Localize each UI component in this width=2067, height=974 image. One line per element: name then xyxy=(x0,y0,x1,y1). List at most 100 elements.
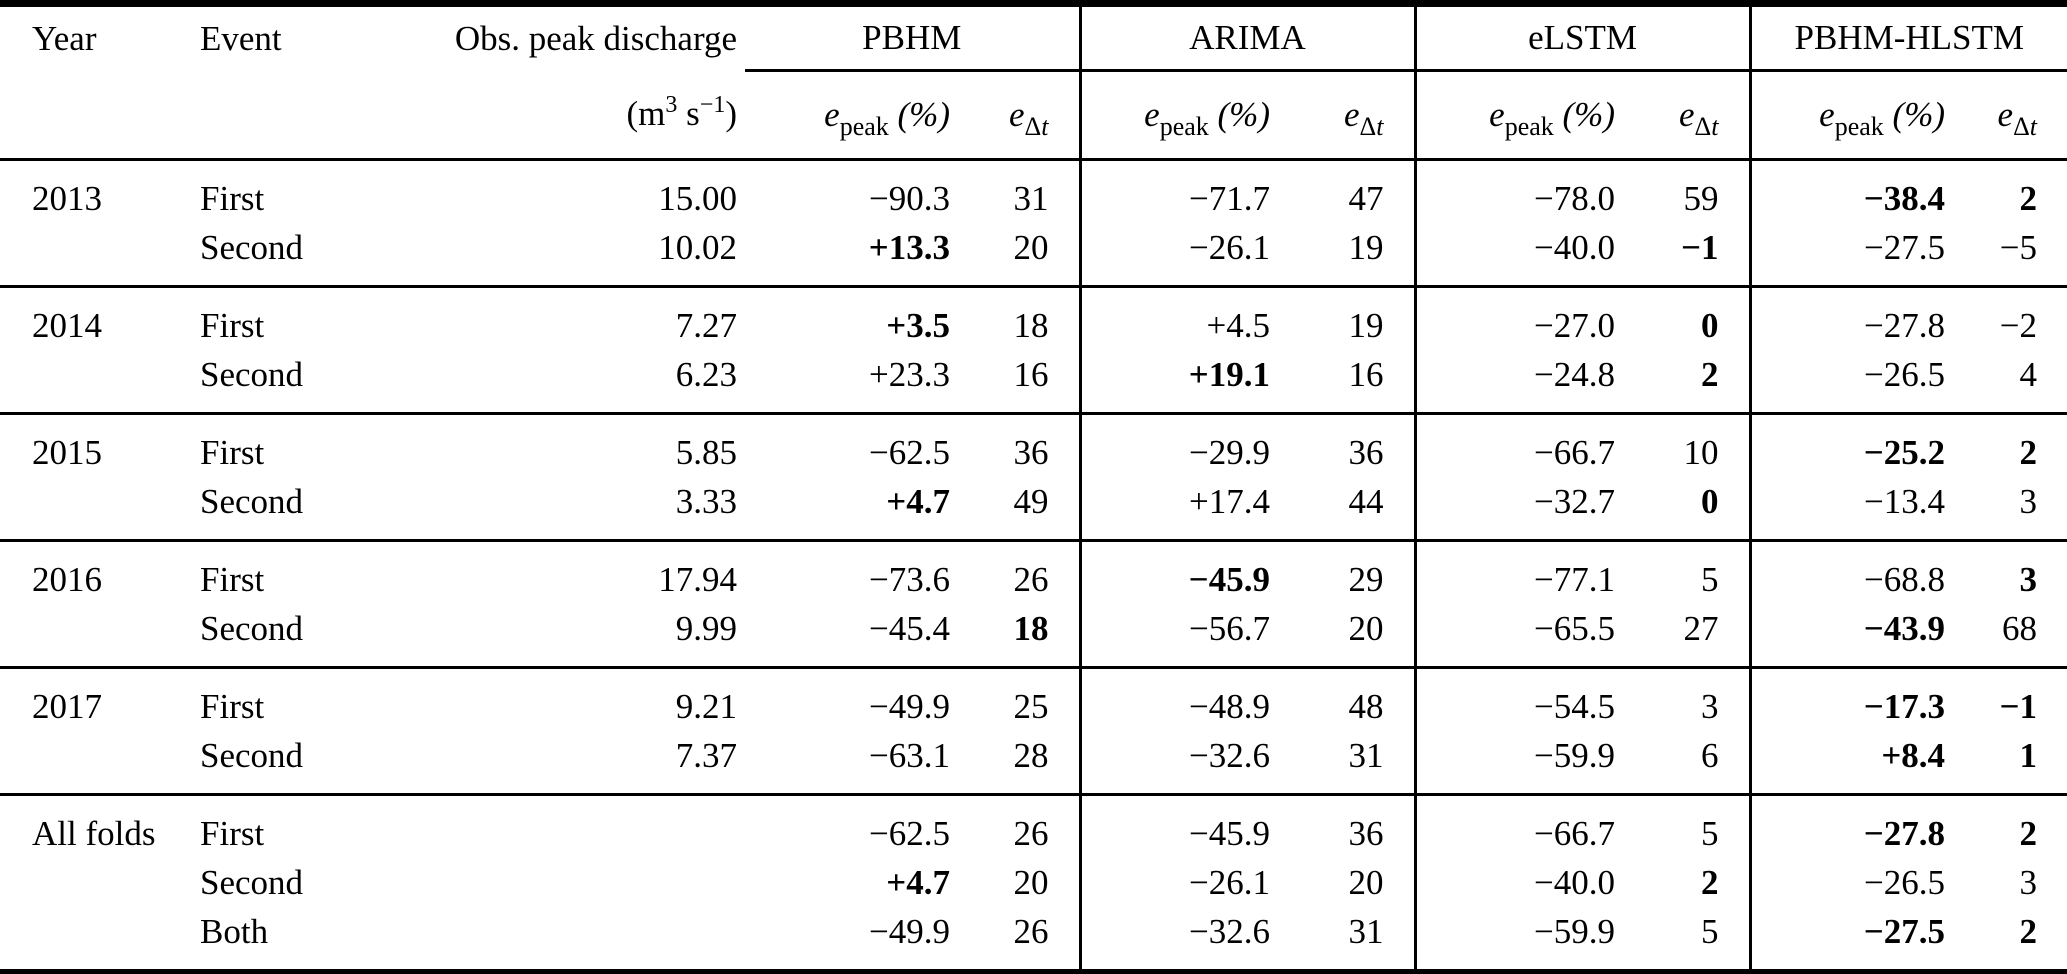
edt-cell: 10 xyxy=(1615,412,1751,477)
event-cell: First xyxy=(200,793,365,858)
edt-cell: 3 xyxy=(2019,481,2038,521)
epeak-subscript: peak xyxy=(1159,112,1209,141)
table-row: Both −49.9 26 −32.6 31 −59.9 5 −27.5 2 xyxy=(0,907,2067,972)
epeak-cell: −66.7 xyxy=(1413,412,1615,477)
edt-cell: 28 xyxy=(1013,735,1049,775)
edt-subscript: Δt xyxy=(1695,112,1719,141)
delta-glyph: Δ xyxy=(1694,112,1712,141)
epeak-symbol: e xyxy=(1144,95,1160,134)
epeak-column-label: epeak (%) xyxy=(1078,70,1270,161)
table-row: Second 7.37 −63.1 28 −32.6 31 −59.9 6 +8.4 1 xyxy=(0,731,2067,795)
epeak-cell: −65.5 xyxy=(1413,604,1615,668)
epeak-cell: −32.6 xyxy=(1078,907,1270,972)
t-glyph: t xyxy=(1041,112,1049,141)
edt-cell: 2 xyxy=(1945,412,2067,477)
edt-cell: 26 xyxy=(950,539,1080,604)
epeak-cell: −32.6 xyxy=(1078,731,1270,795)
table-row: Second +4.7 20 −26.1 20 −40.0 2 −26.5 3 xyxy=(0,858,2067,907)
epeak-cell: −59.9 xyxy=(1413,731,1615,795)
event-cell: First xyxy=(200,666,365,731)
model-header-pbhm: PBHM xyxy=(745,3,1080,72)
empty-header-cell xyxy=(200,70,365,161)
year-cell xyxy=(0,477,200,541)
epeak-cell: −66.7 xyxy=(1413,793,1615,858)
edt-cell: 2 xyxy=(1701,354,1719,394)
table-row: Second 3.33 +4.7 49 +17.4 44 −32.7 0 −13.4 3 xyxy=(0,477,2067,541)
delta-glyph: Δ xyxy=(1024,112,1042,141)
event-cell: Second xyxy=(200,608,304,648)
edt-cell: 36 xyxy=(1270,793,1415,858)
epeak-column-label: epeak (%) xyxy=(1413,70,1615,161)
edt-symbol: e xyxy=(1008,95,1025,134)
unit-text: (m xyxy=(626,94,666,134)
table-row: 2016 First 17.94 −73.6 26 −45.9 29 −77.1 5 −68.8 3 xyxy=(0,539,2067,604)
epeak-column-label: epeak (%) xyxy=(745,70,950,161)
unit-sup: −1 xyxy=(699,92,726,119)
event-cell: First xyxy=(200,285,365,350)
epeak-cell: +23.3 xyxy=(869,354,950,394)
table-row: 2015 First 5.85 −62.5 36 −29.9 36 −66.7 10 −25.2 2 xyxy=(0,412,2067,477)
epeak-cell: −27.8 xyxy=(1748,793,1946,858)
year-group: All folds First −62.5 26 −45.9 36 −66.7 5 −27.8 2… xyxy=(0,793,2067,972)
edt-cell: 27 xyxy=(1683,608,1719,648)
epeak-cell: −26.5 xyxy=(1748,350,1946,414)
column-header-discharge: Obs. peak discharge xyxy=(454,18,737,58)
edt-symbol: e xyxy=(1679,95,1695,134)
edt-cell: 19 xyxy=(1270,285,1415,350)
epeak-symbol: e xyxy=(1819,95,1835,134)
table-row: 2017 First 9.21 −49.9 25 −48.9 48 −54.5 3 −17.3 −1 xyxy=(0,666,2067,731)
epeak-cell: −17.3 xyxy=(1748,666,1946,731)
edt-cell: 4 xyxy=(2019,354,2038,394)
year-cell: All folds xyxy=(0,793,200,858)
epeak-cell: −45.9 xyxy=(1078,539,1270,604)
edt-cell: 20 xyxy=(1348,862,1384,902)
epeak-cell: −40.0 xyxy=(1413,858,1615,907)
edt-cell: 18 xyxy=(1013,608,1049,648)
discharge-cell: 7.27 xyxy=(365,285,745,350)
edt-cell: 2 xyxy=(2019,911,2038,951)
edt-cell: −1 xyxy=(1945,666,2067,731)
edt-cell: 26 xyxy=(1013,911,1049,951)
edt-cell: 36 xyxy=(1270,412,1415,477)
epeak-cell: −59.9 xyxy=(1413,907,1615,972)
edt-cell: 2 xyxy=(1945,158,2067,223)
delta-glyph: Δ xyxy=(2013,112,2030,141)
epeak-cell: +17.4 xyxy=(1078,477,1270,541)
year-cell: 2017 xyxy=(0,666,200,731)
edt-cell: 2 xyxy=(1701,862,1719,902)
discharge-cell: 7.37 xyxy=(675,735,737,775)
epeak-cell: −73.6 xyxy=(745,539,950,604)
edt-cell: 0 xyxy=(1701,481,1719,521)
discharge-cell xyxy=(365,907,745,972)
epeak-cell: −78.0 xyxy=(1413,158,1615,223)
edt-cell: 19 xyxy=(1348,227,1384,267)
epeak-cell: −48.9 xyxy=(1078,666,1270,731)
edt-cell: 36 xyxy=(950,412,1080,477)
epeak-cell: +3.5 xyxy=(745,285,950,350)
edt-cell: 3 xyxy=(1615,666,1751,731)
edt-cell: −1 xyxy=(1681,227,1719,267)
year-group: 2014 First 7.27 +3.5 18 +4.5 19 −27.0 0 −27.8 −2 Se… xyxy=(0,285,2067,414)
table-row: 2014 First 7.27 +3.5 18 +4.5 19 −27.0 0 −27.8 −2 xyxy=(0,285,2067,350)
year-cell: 2016 xyxy=(0,539,200,604)
event-cell: First xyxy=(200,412,365,477)
edt-cell: 5 xyxy=(1615,539,1751,604)
epeak-cell: +4.7 xyxy=(886,481,950,521)
edt-cell: 20 xyxy=(1013,862,1049,902)
year-group: 2015 First 5.85 −62.5 36 −29.9 36 −66.7 10 −25.2 2… xyxy=(0,412,2067,541)
edt-symbol: e xyxy=(1343,95,1360,134)
event-cell: First xyxy=(200,158,365,223)
epeak-cell: −43.9 xyxy=(1748,604,1946,668)
epeak-cell: −32.7 xyxy=(1413,477,1615,541)
model-header-elstm: eLSTM xyxy=(1413,3,1751,72)
epeak-subscript: peak xyxy=(839,112,889,141)
edt-cell: −5 xyxy=(1999,227,2038,267)
edt-cell: 5 xyxy=(1615,793,1751,858)
epeak-cell: −27.5 xyxy=(1748,223,1946,287)
model-header-arima: ARIMA xyxy=(1078,3,1415,72)
epeak-cell: −25.2 xyxy=(1748,412,1946,477)
edt-cell: 29 xyxy=(1270,539,1415,604)
year-cell: 2015 xyxy=(0,412,200,477)
